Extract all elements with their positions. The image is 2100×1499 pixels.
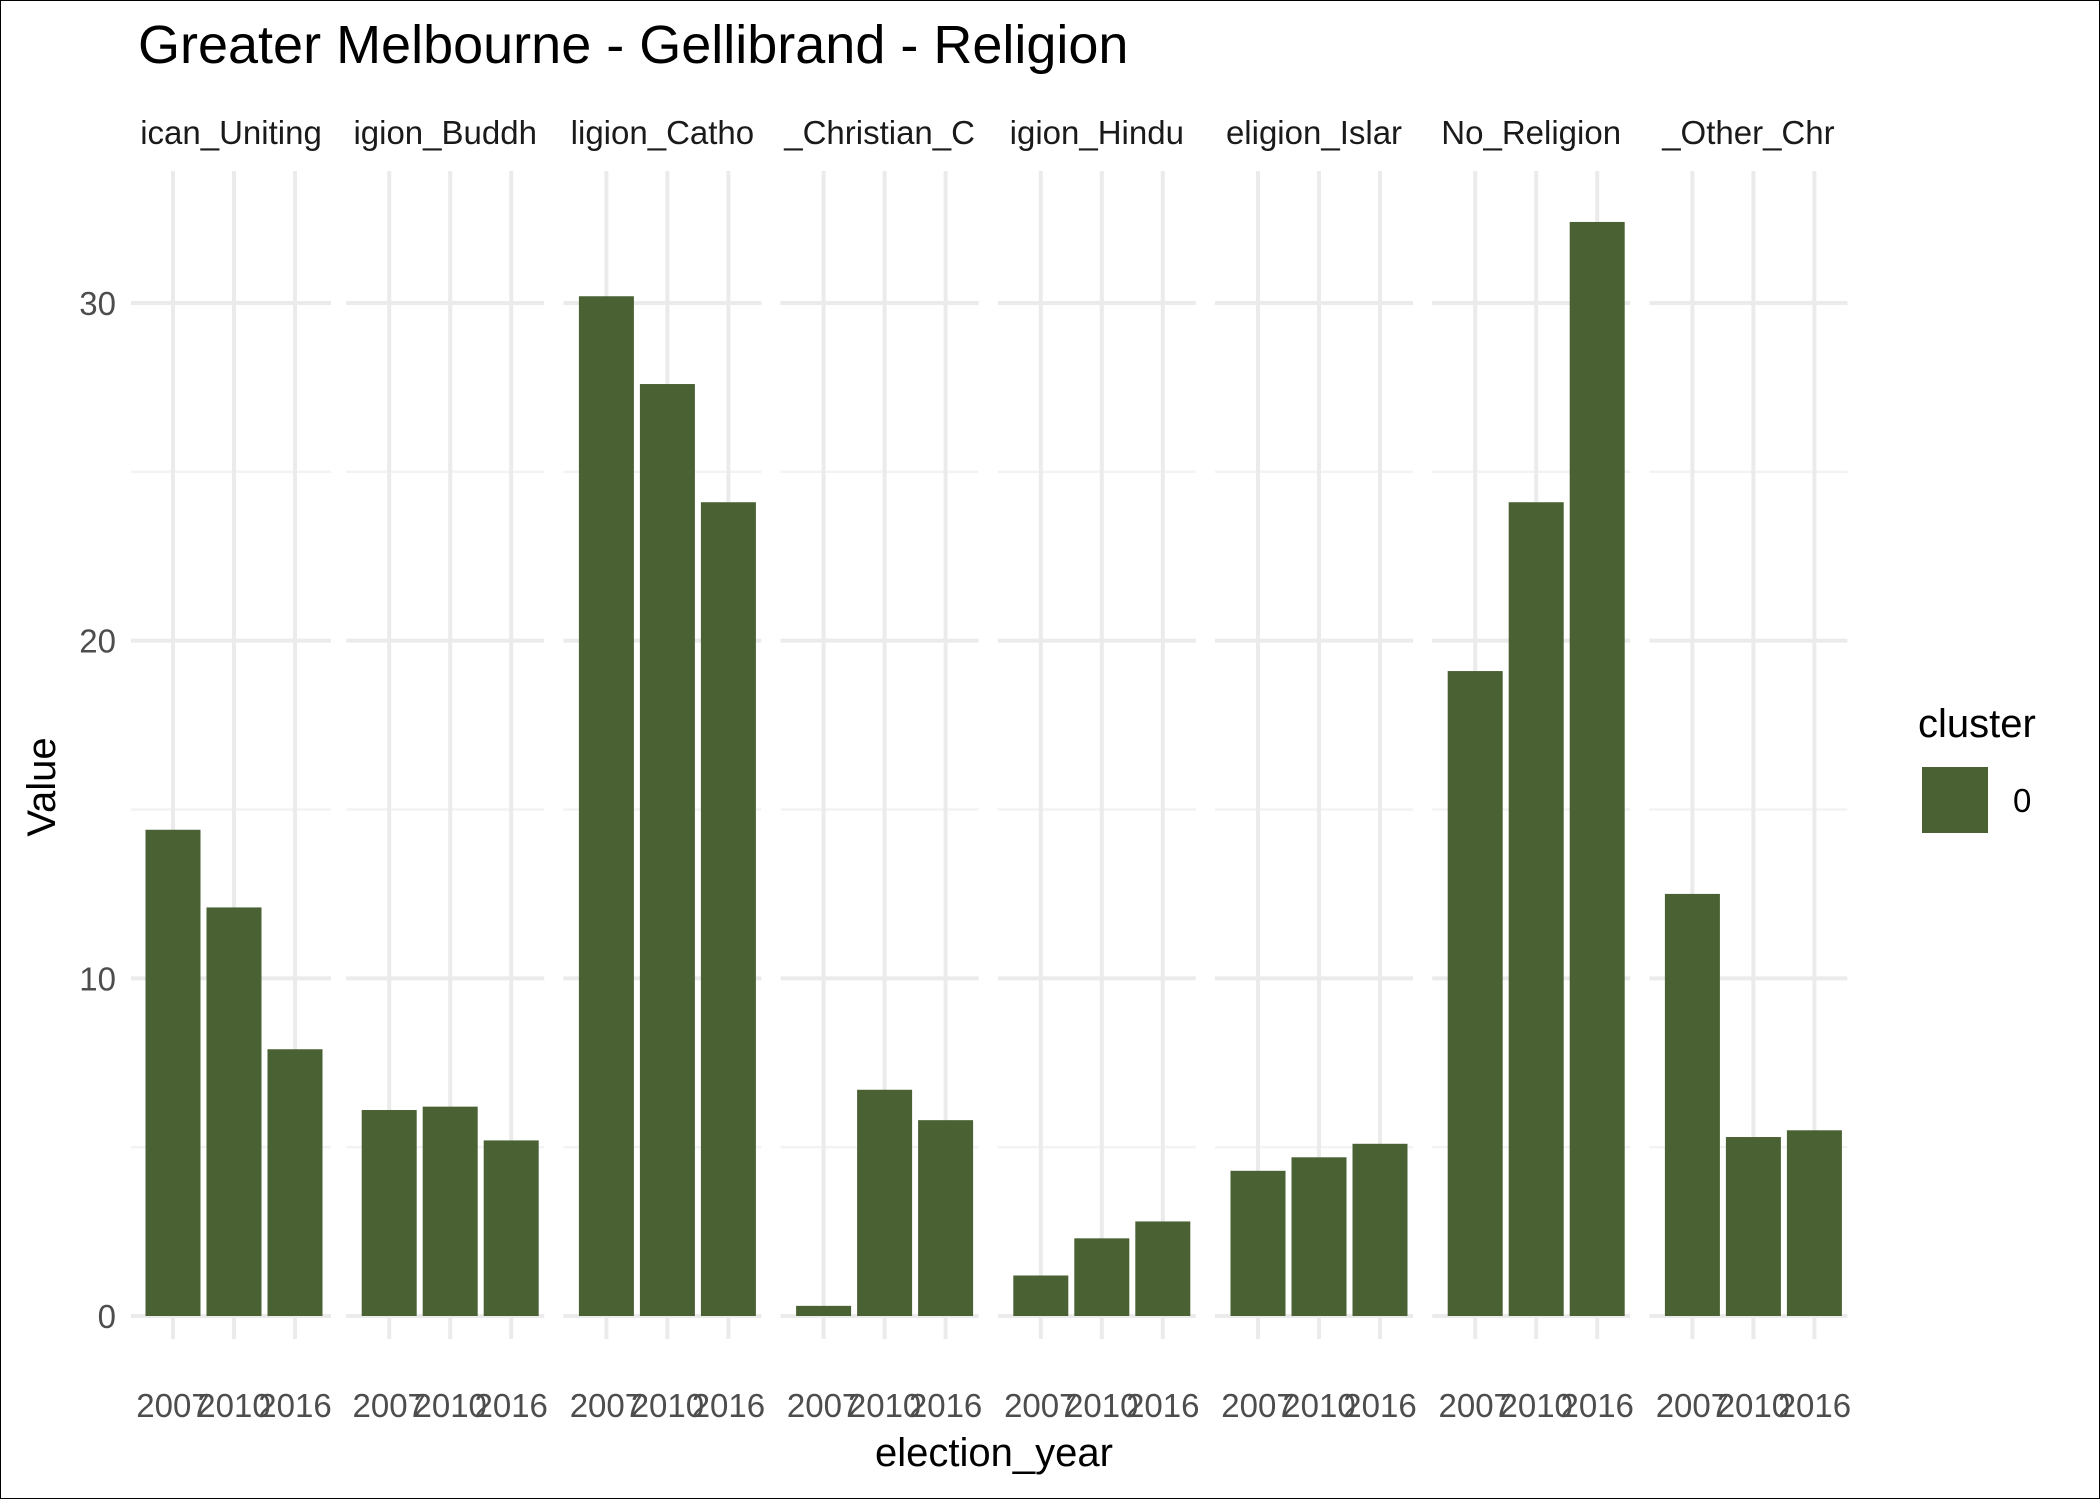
bar [700,502,756,1316]
facet-strip-label: _Christian_C [783,114,975,151]
bar [639,384,695,1316]
x-tick-label: 2007 [787,1387,860,1424]
x-tick-label: 2010 [413,1387,486,1424]
x-tick-label: 2016 [692,1387,765,1424]
bar [857,1089,913,1316]
bar [1508,502,1564,1316]
facet-strip-label: ligion_Catho [571,114,754,151]
bar [1664,893,1720,1316]
bar [422,1106,478,1316]
x-tick-label: 2016 [1126,1387,1199,1424]
bar [1352,1143,1408,1316]
legend-title: cluster [1918,702,2036,746]
x-tick-label: 2016 [909,1387,982,1424]
bar [1013,1275,1069,1316]
bar [1135,1221,1191,1316]
x-tick-label: 2007 [1656,1387,1729,1424]
x-tick-label: 2007 [136,1387,209,1424]
y-tick-label: 10 [79,960,116,997]
chart-title: Greater Melbourne - Gellibrand - Religio… [138,15,1128,75]
x-tick-label: 2007 [570,1387,643,1424]
facet-strip-label: ican_Uniting [140,114,322,151]
y-tick-label: 20 [79,623,116,660]
x-tick-label: 2010 [1282,1387,1355,1424]
y-tick-label: 0 [98,1298,116,1335]
x-tick-label: 2010 [197,1387,270,1424]
x-tick-label: 2010 [1717,1387,1790,1424]
x-tick-label: 2016 [1778,1387,1851,1424]
y-tick-label: 30 [79,285,116,322]
legend: cluster 0 [1918,702,2036,833]
bar [206,907,262,1316]
bar [1569,221,1625,1317]
x-tick-label: 2010 [1499,1387,1572,1424]
legend-swatch [1922,767,1988,833]
y-axis-title: Value [20,737,64,836]
bars-layer [145,221,1842,1317]
bar [578,296,634,1316]
x-tick-label: 2016 [1560,1387,1633,1424]
bar [361,1110,417,1316]
facet-strip-label: No_Religion [1441,114,1621,151]
x-tick-label: 2010 [1065,1387,1138,1424]
bar [483,1140,539,1316]
bar [1074,1238,1130,1316]
facet-strip-label: igion_Hindu [1010,114,1184,151]
x-tick-label: 2007 [1004,1387,1077,1424]
bar [1230,1170,1286,1316]
x-axis-title: election_year [875,1431,1113,1475]
facet-strip-label: igion_Buddh [353,114,537,151]
bar [1725,1137,1781,1316]
bar [918,1120,974,1316]
x-tick-label: 2010 [848,1387,921,1424]
bar [1786,1130,1842,1316]
facet-strip-label: eligion_Islar [1226,114,1402,151]
x-tick-label: 2016 [258,1387,331,1424]
facet-strip-label: _Other_Chr [1661,114,1834,151]
bar [1447,671,1503,1316]
legend-label: 0 [2013,782,2031,819]
x-tick-label: 2007 [352,1387,425,1424]
x-tick-label: 2016 [1343,1387,1416,1424]
bar [145,829,201,1316]
bar [267,1049,323,1316]
x-tick-label: 2010 [631,1387,704,1424]
labels-layer: 0102030200720102016ican_Uniting200720102… [79,114,1851,1424]
bar [1291,1157,1347,1316]
x-tick-label: 2007 [1221,1387,1294,1424]
x-tick-label: 2007 [1438,1387,1511,1424]
bar [796,1305,852,1316]
x-tick-label: 2016 [474,1387,547,1424]
